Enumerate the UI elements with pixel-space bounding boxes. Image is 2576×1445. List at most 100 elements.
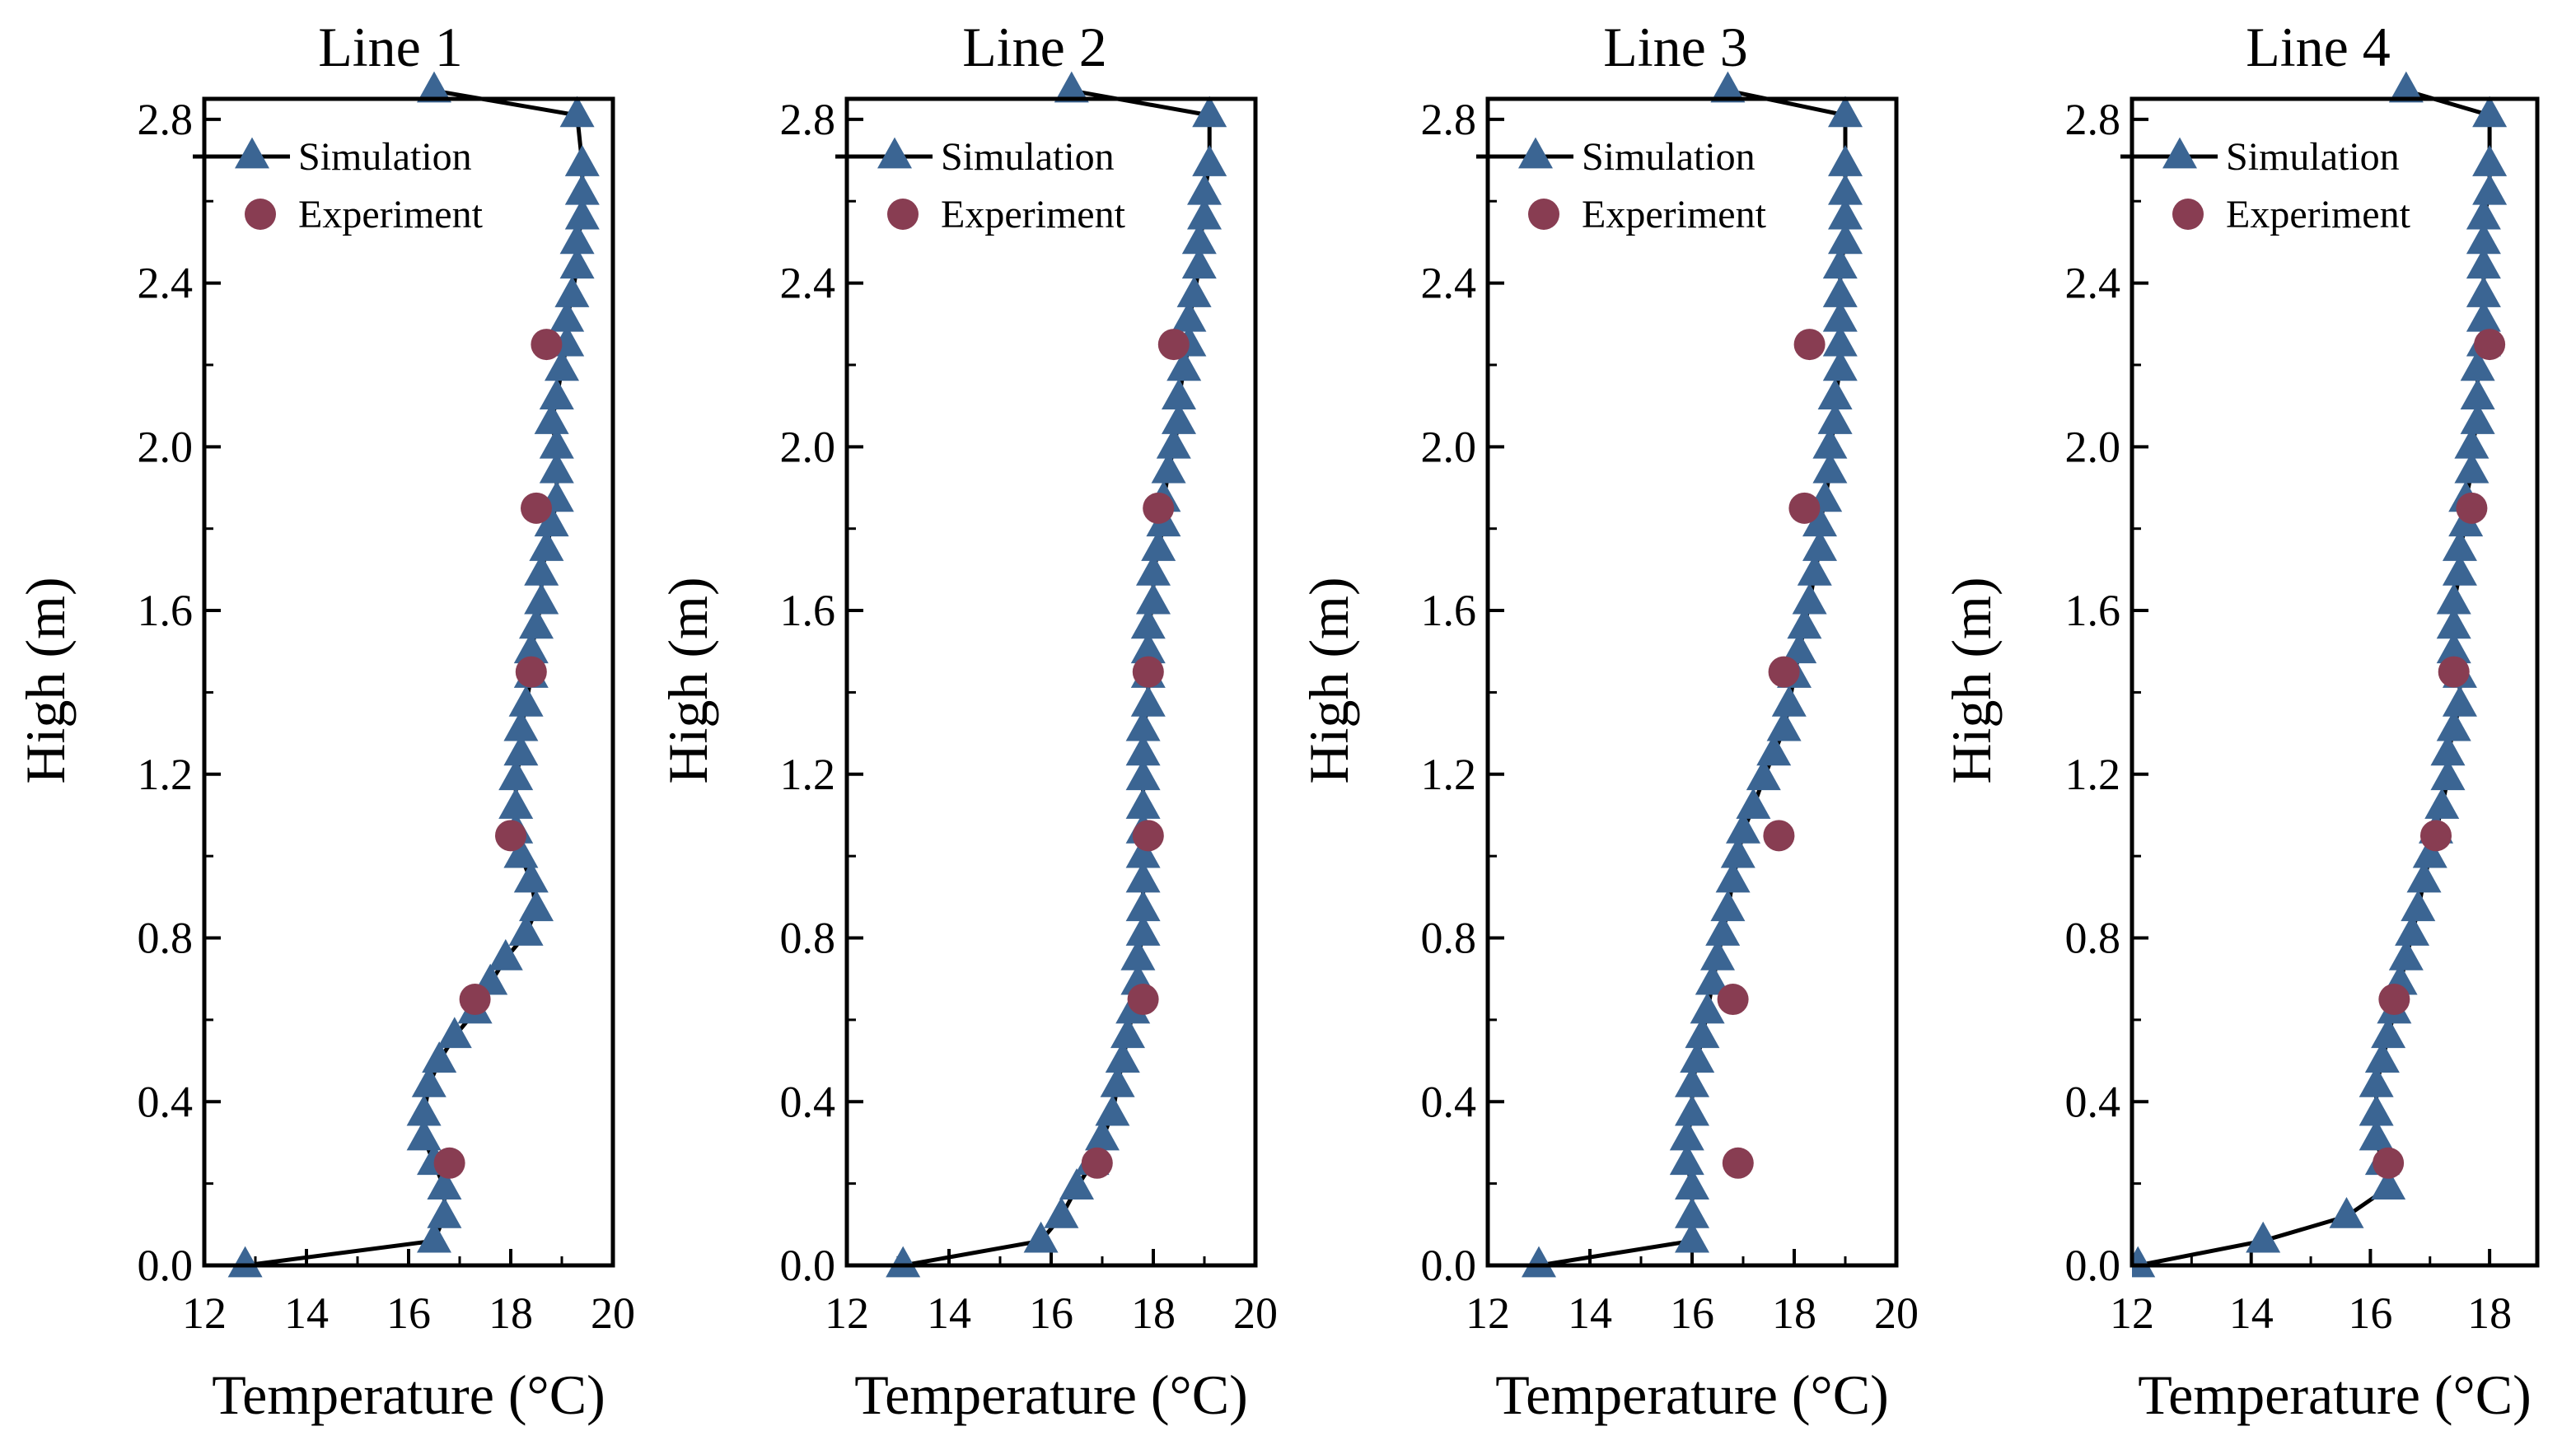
y-tick-label: 2.8 <box>780 95 836 144</box>
x-tick-label: 18 <box>489 1288 533 1338</box>
simulation-point <box>539 427 574 459</box>
legend-marker-simulation <box>1518 137 1553 169</box>
experiment-point <box>1763 820 1795 852</box>
simulation-point <box>1828 145 1863 176</box>
y-axis-title: High (m) <box>1940 577 2003 783</box>
chart-title: Line 3 <box>1603 16 1748 78</box>
simulation-point <box>1802 530 1837 561</box>
simulation-point <box>513 861 549 893</box>
simulation-point <box>1125 836 1161 868</box>
y-axis-title: High (m) <box>14 577 77 783</box>
simulation-point <box>503 734 539 766</box>
legend-label-simulation: Simulation <box>298 135 472 179</box>
simulation-point <box>2466 222 2501 255</box>
simulation-point <box>524 554 559 586</box>
simulation-point <box>1680 1041 1715 1073</box>
y-tick-label: 2.8 <box>1421 95 1477 144</box>
simulation-point <box>411 1065 446 1097</box>
simulation-point <box>503 709 539 741</box>
simulation-point <box>1828 96 1863 128</box>
simulation-series-line <box>902 88 1212 1268</box>
experiment-point <box>2456 492 2488 524</box>
x-tick-label: 12 <box>825 1288 869 1338</box>
simulation-point <box>427 1168 462 1199</box>
x-tick-label: 20 <box>591 1288 635 1338</box>
simulation-point <box>1828 222 1863 255</box>
simulation-point <box>1822 276 1858 307</box>
experiment-point <box>1768 656 1800 688</box>
simulation-point <box>1095 1094 1130 1126</box>
simulation-point <box>2359 1094 2394 1126</box>
simulation-point <box>519 890 554 922</box>
legend-label-experiment: Experiment <box>1582 193 1767 236</box>
simulation-point <box>564 173 600 205</box>
simulation-point <box>1700 938 1735 970</box>
simulation-point <box>2364 1041 2400 1073</box>
y-tick-label: 2.0 <box>780 422 836 471</box>
chart-title: Line 1 <box>318 16 463 78</box>
plot-layer: 0.0 0.4 0.8 1.2 1.6 2.0 2.4 2.8 12 14 16 18 20 Simula… <box>138 71 635 1338</box>
simulation-point <box>2472 145 2508 176</box>
simulation-point <box>508 685 544 717</box>
simulation-point <box>1176 276 1212 307</box>
simulation-point <box>513 632 549 664</box>
simulation-point <box>1822 300 1858 332</box>
simulation-point <box>1125 788 1161 819</box>
experiment-point <box>2420 820 2452 852</box>
data-layer <box>886 71 1227 1278</box>
x-axis-title: Temperature (°C) <box>212 1363 605 1426</box>
y-tick-label: 1.2 <box>138 750 194 799</box>
simulation-point <box>529 530 564 561</box>
y-tick-label: 1.6 <box>780 586 836 635</box>
simulation-point <box>886 1246 921 1278</box>
simulation-point <box>1746 759 1781 791</box>
simulation-point <box>559 96 595 128</box>
simulation-point <box>1130 607 1166 639</box>
experiment-point <box>1143 492 1175 524</box>
x-tick-label: 12 <box>1466 1288 1510 1338</box>
x-axis-title: Temperature (°C) <box>1495 1363 1888 1426</box>
x-tick-label: 14 <box>1568 1288 1612 1338</box>
legend-label-experiment: Experiment <box>298 193 484 236</box>
simulation-point <box>2424 788 2460 819</box>
y-tick-label: 1.2 <box>2065 750 2121 799</box>
simulation-point <box>1705 914 1741 946</box>
simulation-point <box>534 505 569 537</box>
simulation-point <box>1669 1143 1704 1176</box>
y-tick-label: 0.0 <box>138 1241 194 1290</box>
simulation-point <box>227 1246 263 1278</box>
y-tick-label: 2.0 <box>2065 422 2121 471</box>
simulation-point <box>422 1041 457 1073</box>
simulation-point <box>2436 582 2471 615</box>
simulation-point <box>554 276 590 307</box>
legend-marker-experiment <box>887 199 919 230</box>
y-tick-label: 0.8 <box>1421 914 1477 963</box>
y-tick-label: 0.0 <box>2065 1241 2121 1290</box>
x-axis-title: Temperature (°C) <box>2138 1363 2531 1426</box>
legend-label-simulation: Simulation <box>941 135 1115 179</box>
chart-panel-1: Line 1 0.0 0.4 0.8 1.2 1.6 2.0 2.4 2.8 12 14 16 18 2… <box>14 16 635 1426</box>
x-tick-label: 16 <box>2348 1288 2392 1338</box>
simulation-point <box>1166 349 1202 381</box>
experiment-point <box>459 984 491 1016</box>
experiment-point <box>2373 1147 2405 1179</box>
simulation-point <box>1828 198 1863 230</box>
simulation-point <box>2430 734 2466 766</box>
y-axis-title: High (m) <box>657 577 719 783</box>
experiment-point <box>433 1147 465 1179</box>
simulation-point <box>2371 1017 2406 1049</box>
y-tick-label: 0.8 <box>2065 914 2121 963</box>
experiment-point <box>2474 329 2506 361</box>
simulation-point <box>1187 173 1222 205</box>
simulation-point <box>1828 173 1863 205</box>
simulation-point <box>534 403 569 434</box>
simulation-point <box>549 300 585 332</box>
legend-marker-experiment <box>1528 199 1559 230</box>
simulation-point <box>2466 198 2501 230</box>
x-tick-label: 20 <box>1233 1288 1278 1338</box>
data-layer <box>227 71 600 1278</box>
simulation-point <box>1822 325 1858 357</box>
simulation-point <box>406 1094 442 1126</box>
data-layer <box>1522 71 1863 1278</box>
simulation-point <box>1136 582 1171 615</box>
